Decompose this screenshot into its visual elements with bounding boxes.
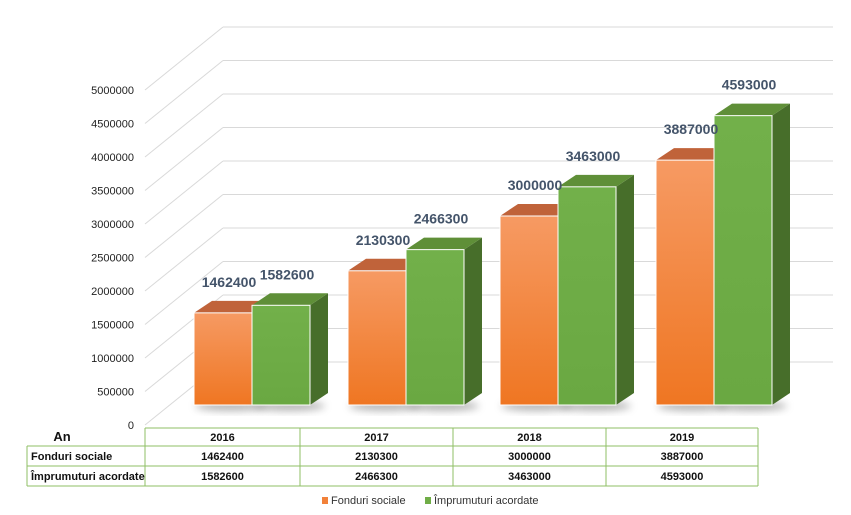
bar-imprumuturi-acordate-2018 <box>557 174 634 411</box>
bar-imprumuturi-acordate-2016 <box>251 293 328 411</box>
bar-imprumuturi-acordate-2019 <box>713 103 790 411</box>
bar-front <box>655 159 715 406</box>
table-row-label: Împrumuturi acordate <box>30 470 145 483</box>
table-header-label: An <box>53 429 70 444</box>
legend-label: Împrumuturi acordate <box>433 494 539 507</box>
table-cell: 2466300 <box>355 471 398 483</box>
bar-side <box>616 174 634 405</box>
bar-top <box>558 174 634 187</box>
bar-front <box>557 186 617 406</box>
table-column-header: 2018 <box>517 432 541 444</box>
gridline-diagonal <box>144 227 224 292</box>
table-row-label: Fonduri sociale <box>31 451 112 463</box>
data-table: An 2016 2017 2018 2019 Fonduri sociale 1462400… <box>26 427 759 487</box>
table-cell: 3887000 <box>661 451 704 463</box>
data-label: 3000000 <box>508 177 563 193</box>
table-column-header: 2017 <box>364 432 388 444</box>
bar-top <box>714 103 790 116</box>
gridline-diagonal <box>144 93 224 158</box>
legend-swatch <box>322 497 328 504</box>
bar-side <box>772 103 790 406</box>
bar-front <box>713 115 773 406</box>
table-cell: 1462400 <box>201 451 244 463</box>
data-label: 4593000 <box>722 77 777 93</box>
legend-item: Fonduri sociale <box>322 495 406 507</box>
bar-front <box>347 270 407 406</box>
y-tick-label: 3500000 <box>91 186 134 198</box>
bar-side <box>310 293 328 405</box>
y-tick-label: 1000000 <box>91 353 134 365</box>
y-tick-label: 4500000 <box>91 119 134 131</box>
data-label: 2466300 <box>414 211 469 227</box>
bar-front <box>499 215 559 406</box>
y-axis: 0 500000 1000000 1500000 2000000 2500000 30000… <box>91 85 134 432</box>
gridline-diagonal <box>144 60 224 124</box>
bar-top <box>252 293 328 306</box>
bar-top <box>348 258 424 271</box>
bar-top <box>194 300 270 313</box>
gridline-diagonal <box>144 261 224 325</box>
table-cell: 1582600 <box>201 471 244 483</box>
table-column-header: 2016 <box>210 432 234 444</box>
gridline-diagonal <box>144 160 224 225</box>
legend-swatch <box>425 497 431 504</box>
data-label: 2130300 <box>356 232 411 248</box>
legend-label: Fonduri sociale <box>331 495 406 507</box>
bar-imprumuturi-acordate-2017 <box>405 237 482 411</box>
bar-front <box>405 249 465 406</box>
bars <box>193 103 790 411</box>
bar-top <box>656 148 732 161</box>
table-cell: 3463000 <box>508 471 551 483</box>
table-cell: 4593000 <box>661 471 704 483</box>
data-label: 1582600 <box>260 266 315 282</box>
bar-top <box>406 237 482 250</box>
bar-front <box>193 312 253 406</box>
y-tick-label: 3000000 <box>91 219 134 231</box>
y-tick-label: 0 <box>128 420 134 432</box>
y-tick-label: 1500000 <box>91 320 134 332</box>
bar-front <box>251 304 311 406</box>
y-tick-label: 500000 <box>97 387 134 399</box>
data-label: 3463000 <box>566 148 621 164</box>
data-label: 1462400 <box>202 274 257 290</box>
gridline-diagonal <box>144 127 224 191</box>
y-tick-label: 2500000 <box>91 253 134 265</box>
y-tick-label: 4000000 <box>91 152 134 164</box>
table-cell: 2130300 <box>355 451 398 463</box>
y-tick-label: 2000000 <box>91 286 134 298</box>
table-cell: 3000000 <box>508 451 551 463</box>
data-label: 3887000 <box>664 121 719 137</box>
legend: Fonduri sociale Împrumuturi acordate <box>322 494 539 507</box>
bar-side <box>464 237 482 405</box>
gridline-diagonal <box>144 194 224 258</box>
gridline-diagonal <box>144 26 224 91</box>
bar-top <box>500 204 576 216</box>
y-tick-label: 5000000 <box>91 85 134 97</box>
table-column-header: 2019 <box>670 432 694 444</box>
legend-item: Împrumuturi acordate <box>425 494 539 507</box>
